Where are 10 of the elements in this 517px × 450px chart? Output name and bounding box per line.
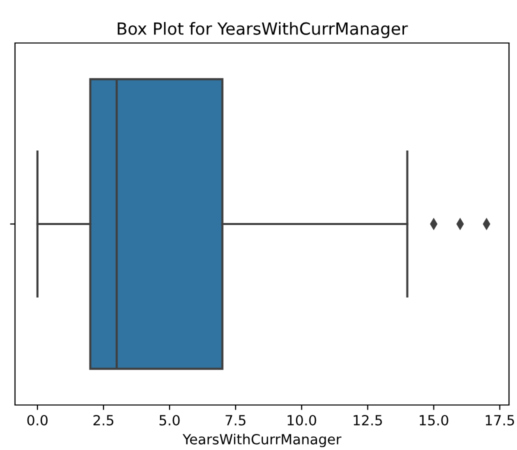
x-tick-label: 2.5	[93, 414, 114, 426]
x-tick-label: 5.0	[160, 414, 180, 426]
x-tick-label: 15.0	[420, 414, 448, 426]
x-tick-label: 7.5	[226, 415, 246, 426]
x-tick-label: 10.0	[288, 414, 316, 426]
x-tick-label: 12.5	[354, 414, 382, 426]
x-tick-label: 0.0	[27, 414, 48, 426]
x-tick-label: 17.5	[486, 415, 514, 426]
x-axis-title: YearsWithCurrManager	[182, 434, 342, 448]
chart-title: Box Plot for YearsWithCurrManager	[118, 22, 408, 38]
